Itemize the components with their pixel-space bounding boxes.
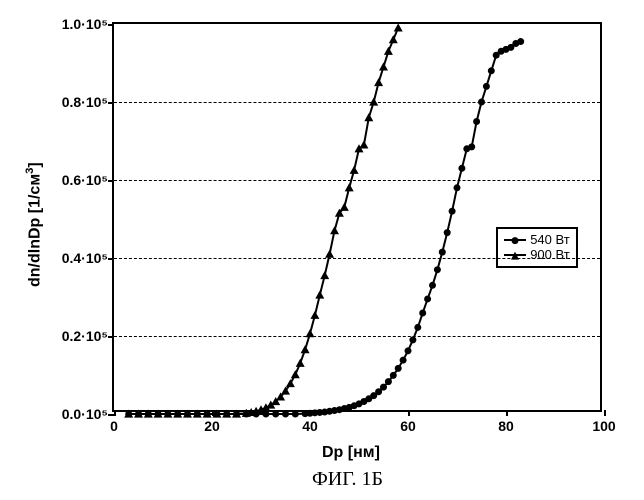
series-marker bbox=[345, 183, 354, 191]
ytick-label: 0.4·10⁵ bbox=[62, 250, 114, 266]
legend-box: 540 Вт900 Вт bbox=[496, 227, 578, 268]
series-marker bbox=[296, 359, 305, 367]
series-marker bbox=[320, 271, 329, 279]
series-marker bbox=[434, 266, 441, 273]
series-marker bbox=[473, 118, 480, 125]
series-line bbox=[129, 42, 521, 414]
series-marker bbox=[325, 250, 334, 258]
gridline bbox=[114, 180, 600, 181]
gridline bbox=[114, 336, 600, 337]
legend-label: 900 Вт bbox=[530, 247, 570, 263]
series-marker bbox=[390, 372, 397, 379]
series-marker bbox=[400, 357, 407, 364]
series-marker bbox=[458, 165, 465, 172]
series-marker bbox=[272, 411, 279, 418]
series-marker bbox=[301, 345, 310, 353]
series-marker bbox=[488, 67, 495, 74]
ytick-label: 0.8·10⁵ bbox=[62, 94, 114, 110]
series-marker bbox=[414, 324, 421, 331]
series-marker bbox=[409, 336, 416, 343]
series-marker bbox=[330, 226, 339, 234]
ytick-label: 0.6·10⁵ bbox=[62, 172, 114, 188]
figure-container: 540 Вт900 Вт 0.0·10⁵ 0.2·10⁵ 0.4·10⁵ 0.6·10… bbox=[0, 0, 644, 500]
x-axis-label: Dp [нм] bbox=[322, 444, 380, 462]
ytick-label: 1.0·10⁵ bbox=[62, 16, 114, 32]
legend-label: 540 Вт bbox=[530, 232, 570, 248]
series-marker bbox=[379, 62, 388, 70]
xtick-label: 20 bbox=[204, 410, 220, 434]
gridline bbox=[114, 102, 600, 103]
series-marker bbox=[350, 166, 359, 174]
y-axis-label: dn/dlnDp [1/см3] bbox=[24, 162, 44, 287]
xtick-label: 40 bbox=[302, 410, 318, 434]
figure-caption: ФИГ. 1Б bbox=[312, 468, 383, 491]
series-marker bbox=[359, 140, 368, 148]
series-marker bbox=[380, 384, 387, 391]
circle-marker-icon bbox=[512, 237, 519, 244]
gridline bbox=[114, 258, 600, 259]
series-marker bbox=[286, 379, 295, 387]
series-marker bbox=[517, 38, 524, 45]
series-marker bbox=[468, 143, 475, 150]
series-marker bbox=[340, 203, 349, 211]
series-marker bbox=[454, 184, 461, 191]
series-marker bbox=[385, 378, 392, 385]
ytick-label: 0.2·10⁵ bbox=[62, 328, 114, 344]
series-marker bbox=[282, 411, 289, 418]
series-marker bbox=[291, 370, 300, 378]
series-marker bbox=[384, 47, 393, 55]
xtick-label: 0 bbox=[110, 410, 118, 434]
xtick-label: 100 bbox=[592, 410, 615, 434]
series-marker bbox=[405, 347, 412, 354]
series-marker bbox=[429, 282, 436, 289]
series-marker bbox=[315, 291, 324, 299]
xtick-label: 80 bbox=[498, 410, 514, 434]
series-marker bbox=[444, 229, 451, 236]
series-svg bbox=[114, 24, 604, 414]
series-marker bbox=[310, 311, 319, 319]
series-marker bbox=[449, 208, 456, 215]
series-marker bbox=[419, 309, 426, 316]
series-line bbox=[129, 28, 399, 414]
series-marker bbox=[364, 113, 373, 121]
series-marker bbox=[439, 249, 446, 256]
series-marker bbox=[389, 35, 398, 43]
series-marker bbox=[424, 295, 431, 302]
legend-line-icon bbox=[504, 239, 526, 241]
legend-row: 540 Вт bbox=[504, 232, 570, 248]
series-marker bbox=[374, 78, 383, 86]
plot-area: 540 Вт900 Вт 0.0·10⁵0.2·10⁵0.4·10⁵0.6·10… bbox=[112, 22, 602, 412]
series-marker bbox=[483, 83, 490, 90]
legend-line-icon bbox=[504, 254, 526, 256]
series-marker bbox=[394, 23, 403, 31]
ytick-label: 0.0·10⁵ bbox=[62, 406, 114, 422]
series-marker bbox=[292, 411, 299, 418]
xtick-label: 60 bbox=[400, 410, 416, 434]
series-marker bbox=[395, 365, 402, 372]
legend-row: 900 Вт bbox=[504, 247, 570, 263]
